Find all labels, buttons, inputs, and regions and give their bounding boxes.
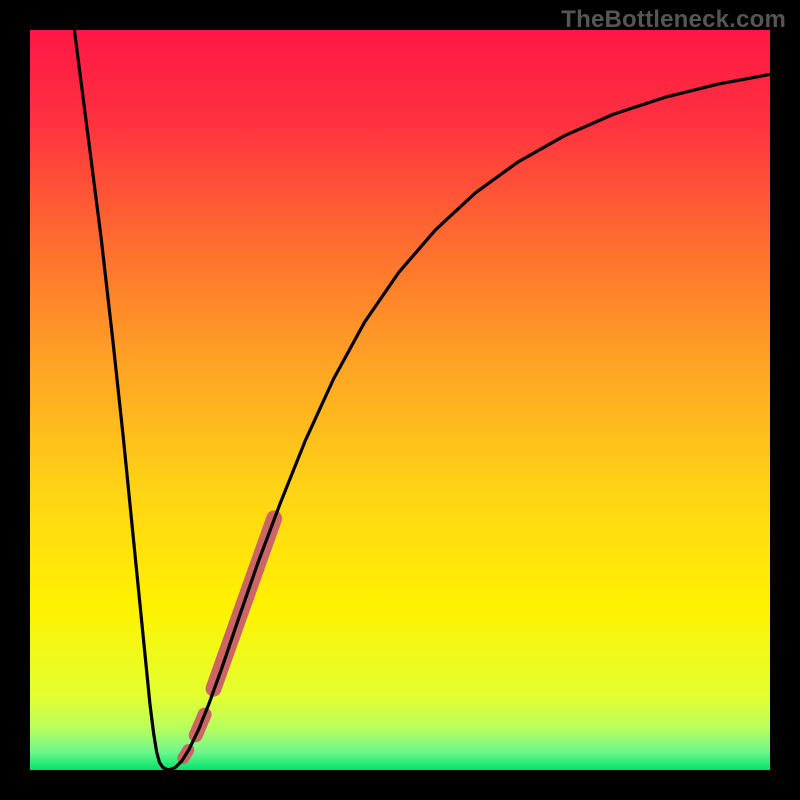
plot-area (30, 30, 770, 770)
chart-svg (30, 30, 770, 770)
gradient-background (30, 30, 770, 770)
chart-container: TheBottleneck.com (0, 0, 800, 800)
